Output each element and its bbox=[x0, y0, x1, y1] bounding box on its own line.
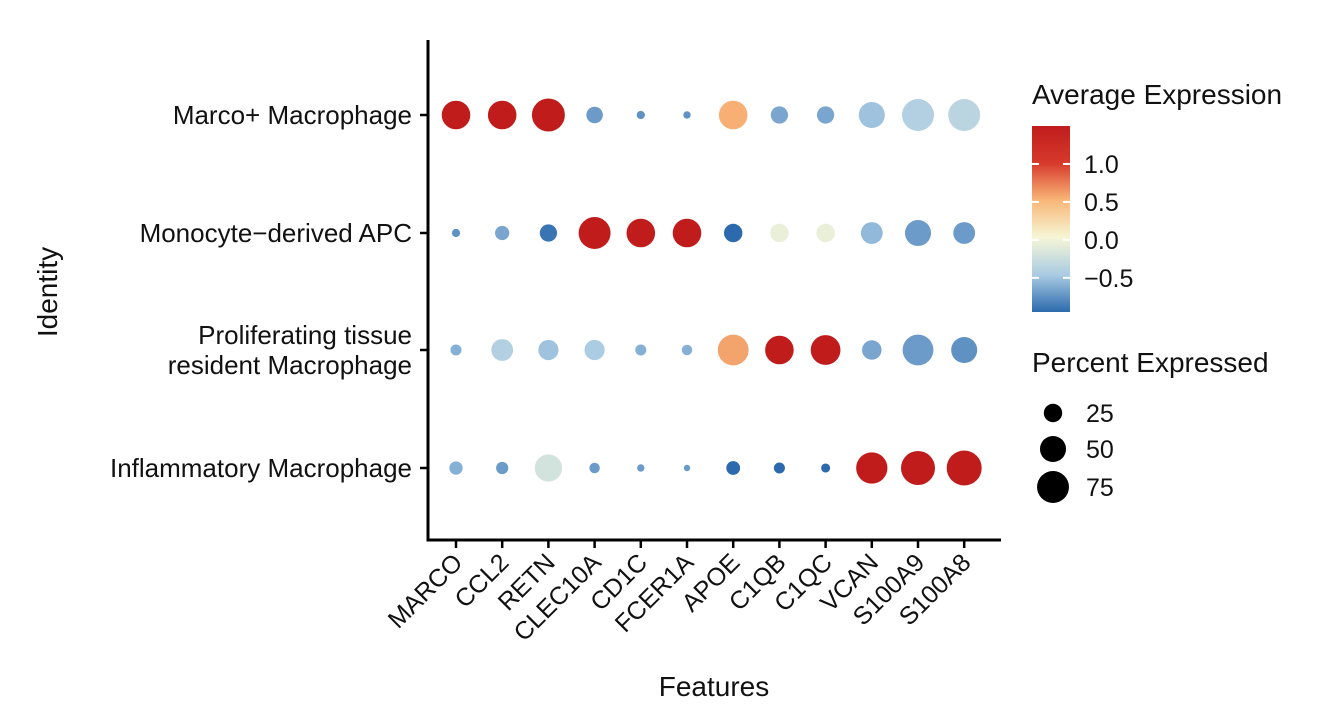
dot-retn bbox=[539, 224, 558, 242]
dot-marco bbox=[451, 228, 461, 238]
dot-c1qb bbox=[770, 223, 789, 243]
dot-c1qc bbox=[816, 106, 835, 124]
size-legend-dot bbox=[1037, 471, 1069, 503]
dot-s100a9 bbox=[902, 99, 934, 131]
dot-vcan bbox=[858, 101, 885, 129]
dot-ccl2 bbox=[487, 100, 517, 130]
dot-c1qb bbox=[770, 106, 789, 124]
dot-fcer1a bbox=[672, 218, 702, 248]
size-legend-label: 25 bbox=[1086, 400, 1114, 428]
size-legend-title: Percent Expressed bbox=[1032, 347, 1269, 378]
dot-s100a8 bbox=[948, 99, 981, 131]
dot-vcan bbox=[860, 222, 883, 244]
y-tick-label: Monocyte−derived APC bbox=[140, 218, 412, 248]
dot-vcan bbox=[856, 452, 888, 484]
dot-s100a8 bbox=[946, 450, 982, 486]
y-tick-label: Inflammatory Macrophage bbox=[110, 453, 412, 483]
y-axis-title: Identity bbox=[32, 247, 63, 337]
dot-fcer1a bbox=[683, 464, 691, 472]
size-legend-label: 50 bbox=[1086, 436, 1114, 464]
dot-cd1c bbox=[637, 464, 645, 472]
dot-cd1c bbox=[626, 218, 656, 248]
dot-retn bbox=[531, 98, 565, 132]
dot-c1qc bbox=[821, 463, 831, 473]
dot-s100a9 bbox=[902, 334, 934, 366]
dot-clec10a bbox=[586, 106, 603, 124]
dot-s100a9 bbox=[904, 219, 932, 247]
plot-area: Marco+ Macrophage Monocyte−derived APC Pro… bbox=[32, 40, 1001, 702]
dot-c1qb bbox=[773, 462, 785, 474]
dot-vcan bbox=[862, 340, 882, 360]
colorbar-tick-label: 0.5 bbox=[1084, 189, 1119, 217]
dot-ccl2 bbox=[496, 461, 509, 475]
colorbar-tick-label: 1.0 bbox=[1084, 151, 1119, 179]
size-legend-dot bbox=[1039, 435, 1067, 463]
dot-ccl2 bbox=[491, 339, 514, 361]
dot-clec10a bbox=[584, 339, 605, 361]
dot-marco bbox=[449, 461, 463, 475]
dot-clec10a bbox=[578, 217, 611, 249]
colorbar bbox=[1032, 126, 1070, 312]
dot-marco bbox=[450, 344, 462, 356]
dot-s100a8 bbox=[953, 222, 976, 244]
dot-c1qb bbox=[765, 335, 794, 365]
colorbar-title: Average Expression bbox=[1032, 79, 1282, 110]
dot-retn bbox=[538, 339, 559, 361]
colorbar-tick-label: 0.0 bbox=[1084, 227, 1119, 255]
dot-c1qc bbox=[816, 223, 835, 243]
dot-marco bbox=[441, 100, 471, 130]
dot-cd1c bbox=[635, 344, 647, 356]
dot-fcer1a bbox=[681, 344, 693, 356]
x-axis-title: Features bbox=[659, 671, 770, 702]
colorbar-tick-label: −0.5 bbox=[1084, 265, 1133, 293]
y-tick-label: Marco+ Macrophage bbox=[173, 100, 412, 130]
dot-ccl2 bbox=[495, 225, 510, 241]
y-tick-label: Proliferating tissue resident Macrophage bbox=[168, 320, 412, 380]
dot-fcer1a bbox=[683, 111, 691, 119]
size-legend-label: 75 bbox=[1086, 474, 1114, 502]
legend-area: Average Expression 1.0 0.5 0.0 −0.5 Percent E… bbox=[1032, 79, 1282, 503]
size-legend-dot bbox=[1043, 403, 1063, 423]
dot-cd1c bbox=[636, 110, 645, 120]
dot-clec10a bbox=[589, 462, 600, 474]
dot-apoe bbox=[717, 334, 749, 366]
dot-retn bbox=[534, 454, 563, 482]
dot-apoe bbox=[723, 223, 743, 243]
dot-apoe bbox=[718, 100, 748, 130]
dot-c1qc bbox=[810, 335, 841, 365]
dot-apoe bbox=[726, 461, 741, 475]
dot-s100a8 bbox=[951, 336, 978, 364]
dot-s100a9 bbox=[900, 450, 936, 486]
